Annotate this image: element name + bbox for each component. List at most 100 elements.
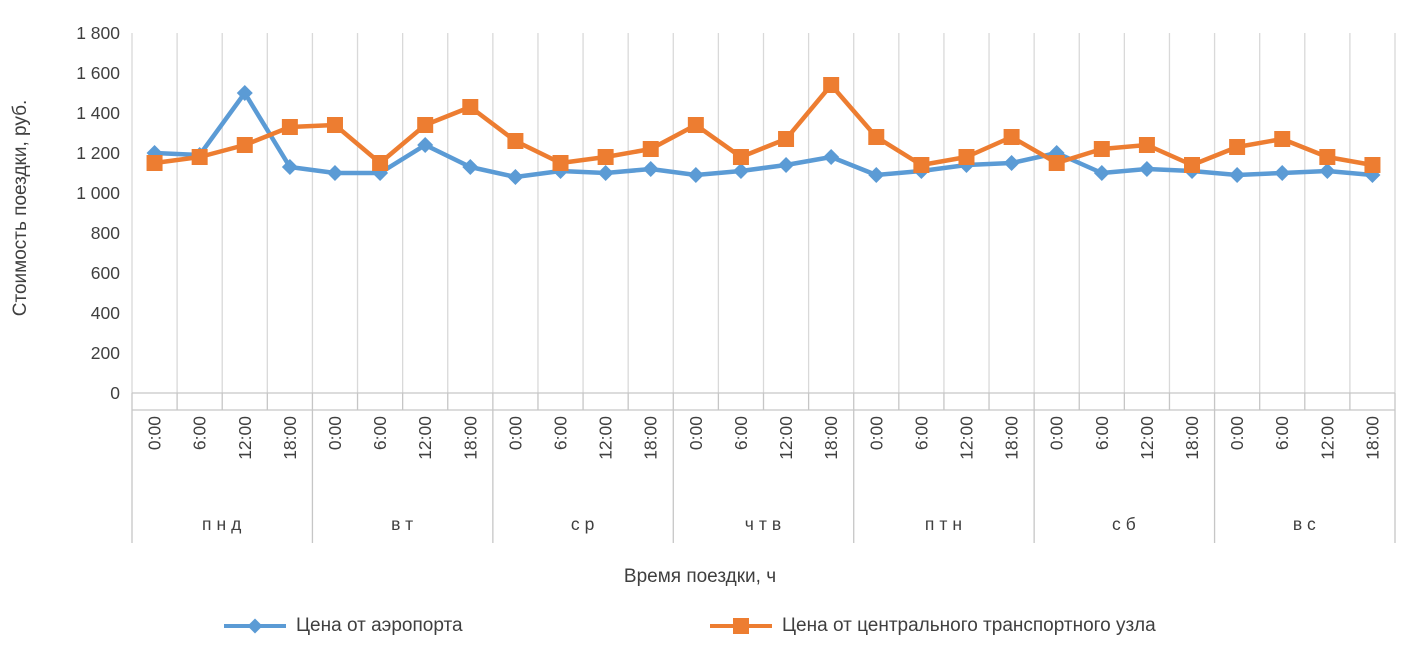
data-point-square xyxy=(1048,155,1065,171)
data-point-square xyxy=(236,137,253,153)
y-tick-label: 600 xyxy=(91,263,120,283)
time-label: 18:00 xyxy=(460,416,480,460)
data-point-square xyxy=(462,99,479,115)
legend-item-hub: Цена от центрального транспортного узла xyxy=(709,615,1156,637)
data-point-square xyxy=(1274,131,1291,147)
data-point-square xyxy=(958,149,975,165)
y-tick-label: 200 xyxy=(91,343,120,363)
legend-label-airport: Цена от аэропорта xyxy=(296,615,463,636)
data-point-square xyxy=(687,117,704,133)
data-point-diamond xyxy=(236,85,253,101)
y-tick-label: 1 800 xyxy=(76,23,120,43)
legend-label-hub: Цена от центрального транспортного узла xyxy=(782,615,1156,636)
data-point-diamond xyxy=(507,169,524,185)
data-point-square xyxy=(913,157,930,173)
time-label: 0:00 xyxy=(1227,416,1247,450)
data-point-diamond xyxy=(642,161,659,177)
gridlines xyxy=(131,33,1396,393)
data-point-diamond xyxy=(281,159,298,175)
time-label: 0:00 xyxy=(686,416,706,450)
data-point-square xyxy=(552,155,569,171)
time-label: 6:00 xyxy=(370,416,390,450)
data-point-square xyxy=(778,131,795,147)
y-tick-label: 1 000 xyxy=(76,183,120,203)
time-label: 12:00 xyxy=(1137,416,1157,460)
time-label: 6:00 xyxy=(1272,416,1292,450)
x-axis-title: Время поездки, ч xyxy=(623,566,777,587)
time-label: 6:00 xyxy=(731,416,751,450)
data-point-square xyxy=(1229,139,1246,155)
day-label: пнд xyxy=(202,514,246,534)
y-tick-label: 1 200 xyxy=(76,143,120,163)
y-tick-label: 0 xyxy=(110,383,120,403)
data-point-square xyxy=(868,129,885,145)
time-label: 6:00 xyxy=(911,416,931,450)
plot-area: 1 800 1 600 1 400 1 200 1 000 800 600 400 200 0 0:… xyxy=(76,23,1396,543)
data-point-diamond xyxy=(1003,155,1020,171)
x-axis xyxy=(131,392,1396,543)
time-label: 6:00 xyxy=(190,416,210,450)
data-point-diamond xyxy=(1093,165,1110,181)
time-label: 0:00 xyxy=(866,416,886,450)
data-point-square xyxy=(732,149,749,165)
time-label: 6:00 xyxy=(1092,416,1112,450)
data-point-square xyxy=(146,155,163,171)
data-point-diamond xyxy=(823,149,840,165)
y-tick-labels: 1 800 1 600 1 400 1 200 1 000 800 600 400 200 0 xyxy=(76,23,120,403)
time-label: 0:00 xyxy=(1047,416,1067,450)
time-label: 18:00 xyxy=(1002,416,1022,460)
x-day-labels: пнд вт ср чтв птн сб вс xyxy=(202,514,1321,534)
data-point-square xyxy=(281,119,298,135)
day-label: вт xyxy=(391,514,418,534)
data-point-square xyxy=(1093,141,1110,157)
day-label: вс xyxy=(1293,514,1321,534)
data-point-square xyxy=(1184,157,1201,173)
time-label: 12:00 xyxy=(956,416,976,460)
data-point-diamond xyxy=(1229,167,1246,183)
time-label: 0:00 xyxy=(325,416,345,450)
series-line xyxy=(154,82,1373,168)
time-label: 18:00 xyxy=(1362,416,1382,460)
data-point-diamond xyxy=(868,167,885,183)
time-label: 12:00 xyxy=(596,416,616,460)
time-label: 18:00 xyxy=(641,416,661,460)
series-line xyxy=(154,90,1373,180)
legend-marker-hub-square-icon xyxy=(710,618,772,634)
data-point-diamond xyxy=(1138,161,1155,177)
y-tick-label: 800 xyxy=(91,223,120,243)
data-point-square xyxy=(417,117,434,133)
data-point-diamond xyxy=(778,157,795,173)
day-label: птн xyxy=(925,514,967,534)
time-label: 18:00 xyxy=(821,416,841,460)
data-point-diamond xyxy=(417,137,434,153)
y-axis-title: Стоимость поездки, руб. xyxy=(10,99,31,317)
time-label: 18:00 xyxy=(280,416,300,460)
y-tick-label: 1 400 xyxy=(76,103,120,123)
legend-item-airport: Цена от аэропорта xyxy=(223,615,463,637)
y-tick-label: 400 xyxy=(91,303,120,323)
data-point-diamond xyxy=(597,165,614,181)
data-point-square xyxy=(1364,157,1381,173)
data-point-square xyxy=(1138,137,1155,153)
data-point-square xyxy=(823,77,840,93)
day-label: чтв xyxy=(745,514,786,534)
time-label: 12:00 xyxy=(1317,416,1337,460)
data-point-square xyxy=(507,133,524,149)
time-label: 12:00 xyxy=(235,416,255,460)
y-tick-label: 1 600 xyxy=(76,63,120,83)
data-point-square xyxy=(191,149,208,165)
x-time-labels: 0:00 6:00 12:00 18:00 0:00 6:00 12:00 18:00 0:00… xyxy=(145,416,1383,460)
data-point-diamond xyxy=(462,159,479,175)
data-point-diamond xyxy=(1319,163,1336,179)
day-label: ср xyxy=(571,514,599,534)
time-label: 12:00 xyxy=(776,416,796,460)
data-point-diamond xyxy=(732,163,749,179)
data-point-diamond xyxy=(326,165,343,181)
data-point-square xyxy=(642,141,659,157)
time-label: 0:00 xyxy=(145,416,165,450)
data-point-diamond xyxy=(687,167,704,183)
data-point-square xyxy=(326,117,343,133)
time-label: 0:00 xyxy=(505,416,525,450)
data-point-square xyxy=(372,155,389,171)
